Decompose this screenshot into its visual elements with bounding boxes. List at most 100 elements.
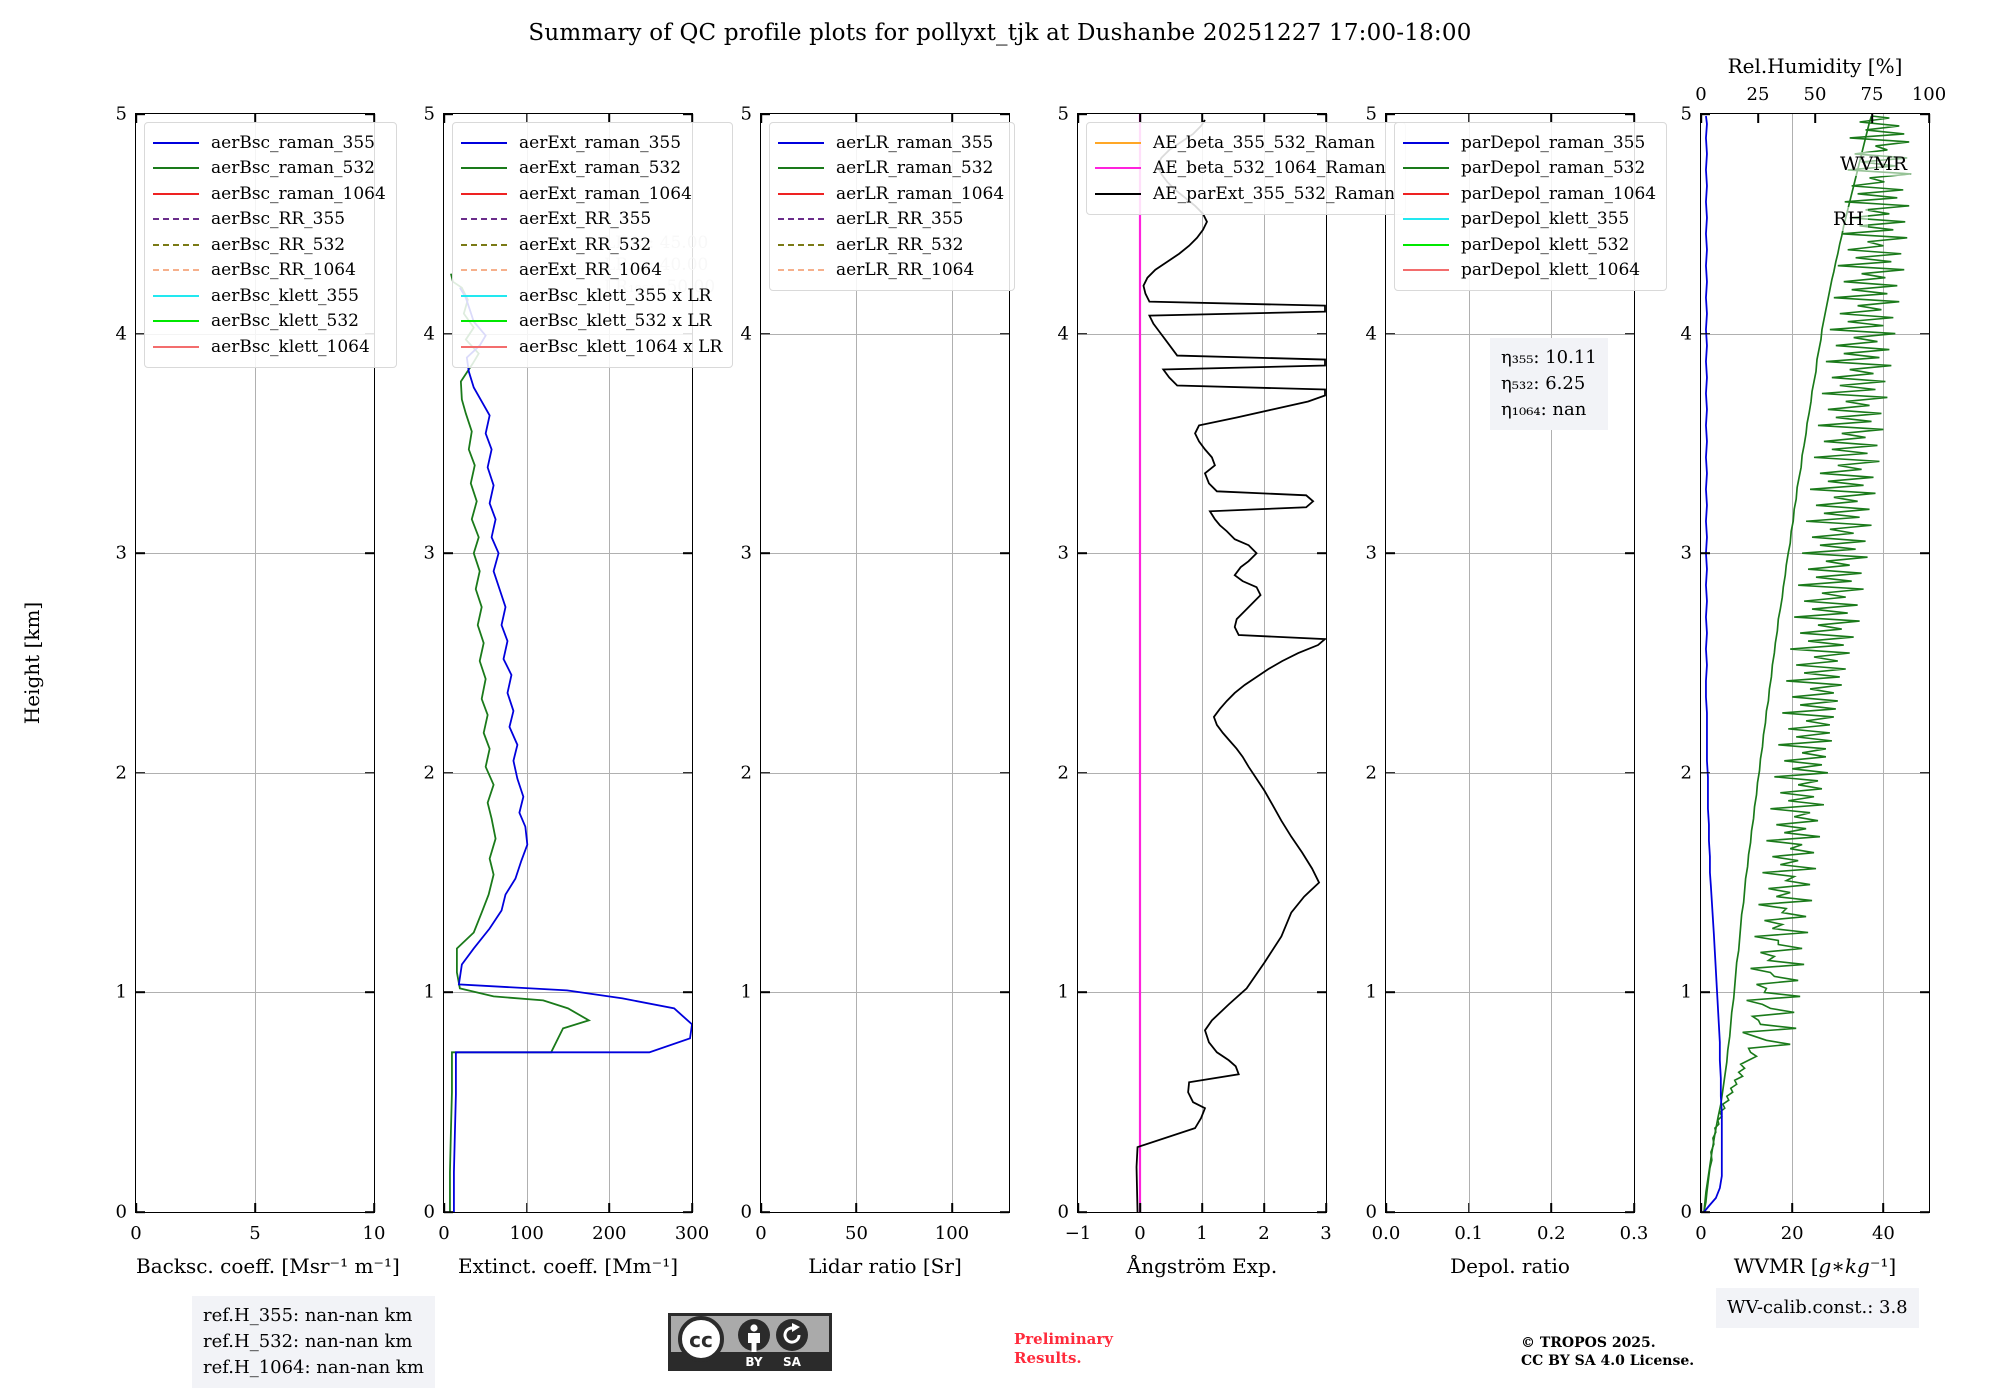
legend-item[interactable]: parDepol_klett_355 xyxy=(1403,207,1656,233)
legend-line-swatch xyxy=(153,269,199,272)
legend-label: parDepol_klett_532 xyxy=(1461,234,1630,255)
legend-item[interactable]: aerExt_RR_1064 xyxy=(461,258,722,284)
legend-label: aerLR_RR_532 xyxy=(836,234,964,255)
legend-item[interactable]: aerLR_raman_355 xyxy=(778,130,1004,156)
legend-item[interactable]: aerBsc_raman_1064 xyxy=(153,181,386,207)
legend-line-swatch xyxy=(461,294,507,297)
legend-item[interactable]: AE_beta_355_532_Raman xyxy=(1095,130,1395,156)
legend-line-swatch xyxy=(778,141,824,144)
legend-item[interactable]: aerLR_RR_1064 xyxy=(778,258,1004,284)
legend-line-swatch xyxy=(153,320,199,323)
legend-line-swatch xyxy=(153,218,199,221)
legend-item[interactable]: aerBsc_RR_532 xyxy=(153,232,386,258)
y-tick-4: 4 xyxy=(115,323,127,345)
badge-by-label: BY xyxy=(745,1355,762,1369)
legend-item[interactable]: AE_parExt_355_532_Raman xyxy=(1095,181,1395,207)
legend-line-swatch xyxy=(1403,167,1449,170)
legend-label: parDepol_klett_355 xyxy=(1461,209,1630,230)
curve-ext-355 xyxy=(453,287,692,1212)
legend-item[interactable]: aerLR_RR_355 xyxy=(778,207,1004,233)
legend-item[interactable]: aerBsc_klett_532 xyxy=(153,309,386,335)
legend-item[interactable]: parDepol_klett_1064 xyxy=(1403,258,1656,284)
x-tick-p3-2: 100 xyxy=(934,1223,970,1244)
legend-label: aerExt_RR_355 xyxy=(519,209,652,230)
y-tick-p6-3: 3 xyxy=(1680,542,1692,564)
y-tick-p3-3: 3 xyxy=(740,542,752,564)
legend-item[interactable]: AE_beta_532_1064_Raman xyxy=(1095,156,1395,182)
legend-label: aerBsc_klett_355 x LR xyxy=(519,285,712,306)
plot-area-depolarization xyxy=(1386,114,1634,1212)
legend-item[interactable]: aerBsc_raman_532 xyxy=(153,156,386,182)
x-tick-p5-2: 0.2 xyxy=(1536,1223,1566,1244)
eta-values-box: η₃₅₅: 10.11 η₅₃₂: 6.25 η₁₀₆₄: nan xyxy=(1490,338,1608,431)
y-tick-p2-4: 4 xyxy=(423,323,435,345)
x-tick-p6-2: 40 xyxy=(1871,1223,1895,1244)
y-tick-p4-0: 0 xyxy=(1057,1201,1069,1223)
legend-line-swatch xyxy=(1095,192,1141,195)
legend-lidar-ratio[interactable]: aerLR_raman_355 aerLR_raman_532 aerLR_rama… xyxy=(769,122,1016,291)
x-tick-p2-0: 0 xyxy=(438,1223,450,1244)
x-tick-p4-0: −1 xyxy=(1064,1223,1092,1244)
x-axis-label-backscatter: Backsc. coeff. [Msr⁻¹ m⁻¹] xyxy=(136,1254,400,1278)
plot-area-angstrom xyxy=(1078,114,1326,1212)
x-axis-label-extinction: Extinct. coeff. [Mm⁻¹] xyxy=(457,1254,679,1278)
top-x-tick-4: 100 xyxy=(1911,84,1947,105)
legend-item[interactable]: aerBsc_RR_1064 xyxy=(153,258,386,284)
panel-depolarization: 0 1 2 3 4 5 0.0 0.1 0.2 0.3 Depol. ratio… xyxy=(1366,104,1668,1278)
legend-item[interactable]: parDepol_raman_532 xyxy=(1403,156,1656,182)
legend-item[interactable]: aerExt_raman_355 xyxy=(461,130,722,156)
legend-line-swatch xyxy=(461,192,507,195)
legend-backscatter[interactable]: aerBsc_raman_355 aerBsc_raman_532 aerBsc_r… xyxy=(144,122,397,368)
y-tick-p2-2: 2 xyxy=(423,762,435,784)
y-tick-p3-2: 2 xyxy=(740,762,752,784)
legend-item[interactable]: aerBsc_klett_1064 xyxy=(153,334,386,360)
legend-item[interactable]: aerLR_raman_532 xyxy=(778,156,1004,182)
legend-line-swatch xyxy=(153,243,199,246)
x-tick-p6-0: 0 xyxy=(1695,1223,1707,1244)
y-tick-p4-1: 1 xyxy=(1057,981,1069,1003)
legend-label: aerExt_RR_1064 xyxy=(519,260,663,281)
legend-item[interactable]: aerBsc_klett_355 xyxy=(153,283,386,309)
legend-item[interactable]: parDepol_klett_532 xyxy=(1403,232,1656,258)
y-tick-2: 2 xyxy=(115,762,127,784)
curve-ae-beta-532-1064 xyxy=(1138,114,1142,1212)
legend-item[interactable]: aerExt_raman_1064 xyxy=(461,181,722,207)
legend-item[interactable]: aerLR_RR_532 xyxy=(778,232,1004,258)
x-tick-p4-3: 2 xyxy=(1258,1223,1270,1244)
legend-item[interactable]: aerExt_RR_532 xyxy=(461,232,722,258)
reference-heights-box: ref.H_355: nan-nan km ref.H_532: nan-nan… xyxy=(192,1296,435,1388)
legend-angstrom[interactable]: AE_beta_355_532_Raman AE_beta_532_1064_Ra… xyxy=(1086,122,1407,215)
legend-item[interactable]: aerExt_raman_532 xyxy=(461,156,722,182)
y-tick-p4-3: 3 xyxy=(1057,542,1069,564)
legend-line-swatch xyxy=(461,320,507,323)
panel-lidar-ratio: 0 1 2 3 4 5 0 50 100 Lidar ratio [Sr] ae… xyxy=(741,104,1016,1278)
legend-item[interactable]: aerLR_raman_1064 xyxy=(778,181,1004,207)
legend-item[interactable]: parDepol_raman_355 xyxy=(1403,130,1656,156)
legend-item[interactable]: aerExt_RR_355 xyxy=(461,207,722,233)
curve-label-rh: RH xyxy=(1829,207,1868,231)
x-tick-p4-2: 1 xyxy=(1196,1223,1208,1244)
x-tick-p5-3: 0.3 xyxy=(1619,1223,1649,1244)
legend-item[interactable]: aerBsc_klett_532 x LR xyxy=(461,309,722,335)
x-tick-p3-0: 0 xyxy=(755,1223,767,1244)
legend-item[interactable]: parDepol_raman_1064 xyxy=(1403,181,1656,207)
legend-line-swatch xyxy=(1403,192,1449,195)
legend-item[interactable]: aerBsc_RR_355 xyxy=(153,207,386,233)
y-tick-5: 5 xyxy=(115,103,127,125)
curve-ae-parext-355-532 xyxy=(1135,119,1326,1212)
figure-canvas: Summary of QC profile plots for pollyxt_… xyxy=(20,20,1947,1388)
x-tick-p4-4: 3 xyxy=(1320,1223,1332,1244)
legend-label: aerLR_RR_355 xyxy=(836,209,964,230)
legend-label: aerBsc_klett_355 xyxy=(211,285,359,306)
legend-item[interactable]: aerBsc_klett_355 x LR xyxy=(461,283,722,309)
legend-label: aerBsc_klett_1064 xyxy=(211,336,370,357)
legend-extinction[interactable]: aerExt_raman_355 aerExt_raman_532 aerExt_r… xyxy=(452,122,734,368)
legend-depolarization[interactable]: parDepol_raman_355 parDepol_raman_532 parD… xyxy=(1394,122,1668,291)
legend-label: parDepol_raman_532 xyxy=(1461,158,1646,179)
curve-rh-noise xyxy=(1703,115,1912,1212)
legend-item[interactable]: aerBsc_raman_355 xyxy=(153,130,386,156)
y-tick-p6-5: 5 xyxy=(1680,103,1692,125)
legend-label: aerLR_RR_1064 xyxy=(836,260,975,281)
legend-line-swatch xyxy=(778,192,824,195)
legend-item[interactable]: aerBsc_klett_1064 x LR xyxy=(461,334,722,360)
